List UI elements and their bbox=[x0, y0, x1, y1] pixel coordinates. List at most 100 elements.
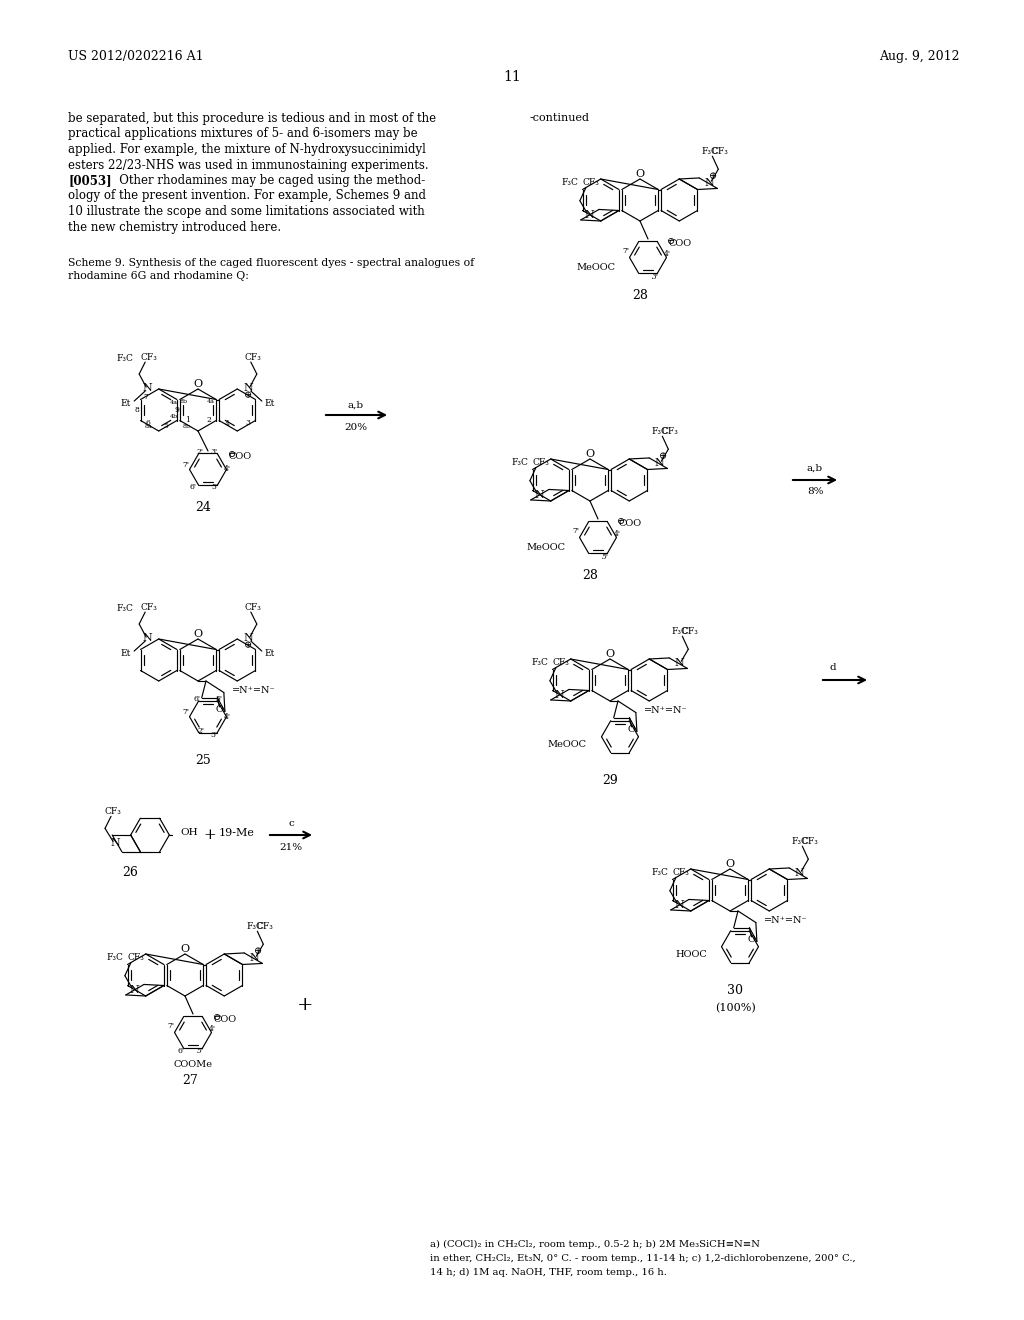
Text: a,b: a,b bbox=[348, 400, 365, 409]
Text: ⊕: ⊕ bbox=[254, 948, 262, 957]
Text: O: O bbox=[180, 944, 189, 954]
Text: O: O bbox=[215, 705, 223, 714]
Text: O: O bbox=[194, 379, 203, 389]
Text: 5: 5 bbox=[164, 422, 169, 430]
Text: ⊖: ⊖ bbox=[617, 517, 626, 527]
Text: N: N bbox=[129, 985, 138, 995]
Text: CF₃: CF₃ bbox=[140, 602, 158, 611]
Text: O: O bbox=[636, 169, 644, 180]
Text: 2': 2' bbox=[198, 727, 204, 735]
Text: Et: Et bbox=[265, 648, 275, 657]
Text: O: O bbox=[194, 630, 203, 639]
Text: MeOOC: MeOOC bbox=[526, 544, 565, 553]
Text: 8a: 8a bbox=[144, 424, 153, 429]
Text: Et: Et bbox=[265, 399, 275, 408]
Text: 7': 7' bbox=[572, 527, 580, 535]
Text: ⊖: ⊖ bbox=[667, 238, 675, 247]
Text: [0053]: [0053] bbox=[68, 174, 112, 187]
Text: 27: 27 bbox=[182, 1074, 198, 1088]
Text: ⊖: ⊖ bbox=[213, 1014, 221, 1022]
Text: Scheme 9. Synthesis of the caged fluorescent dyes - spectral analogues of: Scheme 9. Synthesis of the caged fluores… bbox=[68, 257, 474, 268]
Text: N: N bbox=[654, 458, 665, 469]
Text: 9: 9 bbox=[174, 407, 179, 414]
Text: 14 h; d) 1M aq. NaOH, THF, room temp., 16 h.: 14 h; d) 1M aq. NaOH, THF, room temp., 1… bbox=[430, 1269, 667, 1278]
Text: ology of the present invention. For example, Schemes 9 and: ology of the present invention. For exam… bbox=[68, 190, 426, 202]
Text: Other rhodamines may be caged using the method-: Other rhodamines may be caged using the … bbox=[108, 174, 425, 187]
Text: O: O bbox=[628, 725, 635, 734]
Text: a) (COCl)₂ in CH₂Cl₂, room temp., 0.5-2 h; b) 2M Me₃SiCH≡N≡N: a) (COCl)₂ in CH₂Cl₂, room temp., 0.5-2 … bbox=[430, 1239, 760, 1249]
Text: =N⁺=N⁻: =N⁺=N⁻ bbox=[231, 686, 275, 696]
Text: 28: 28 bbox=[582, 569, 598, 582]
Text: 25: 25 bbox=[196, 754, 211, 767]
Text: F₃C: F₃C bbox=[651, 869, 668, 878]
Text: 4': 4' bbox=[223, 713, 230, 721]
Text: MeOOC: MeOOC bbox=[577, 264, 615, 272]
Text: +: + bbox=[297, 997, 313, 1014]
Text: CF₃: CF₃ bbox=[257, 921, 273, 931]
Text: 29: 29 bbox=[602, 775, 617, 787]
Text: CF₃: CF₃ bbox=[140, 352, 158, 362]
Text: US 2012/0202216 A1: US 2012/0202216 A1 bbox=[68, 50, 204, 63]
Text: 6': 6' bbox=[194, 694, 201, 702]
Text: N: N bbox=[705, 178, 714, 189]
Text: CF₃: CF₃ bbox=[583, 178, 599, 187]
Text: F₃C: F₃C bbox=[701, 147, 719, 156]
Text: 7': 7' bbox=[168, 1022, 174, 1030]
Text: 5': 5' bbox=[212, 483, 219, 491]
Text: Et: Et bbox=[121, 648, 131, 657]
Text: CF₃: CF₃ bbox=[245, 602, 261, 611]
Text: COO: COO bbox=[214, 1015, 238, 1024]
Text: O: O bbox=[725, 859, 734, 869]
Text: applied. For example, the mixture of N-hydroxysuccinimidyl: applied. For example, the mixture of N-h… bbox=[68, 143, 426, 156]
Text: ⊕: ⊕ bbox=[710, 173, 718, 182]
Text: COO: COO bbox=[229, 453, 252, 462]
Text: HOOC: HOOC bbox=[676, 949, 708, 958]
Text: 26: 26 bbox=[122, 866, 138, 879]
Text: N: N bbox=[111, 838, 120, 849]
Text: MeOOC: MeOOC bbox=[548, 739, 587, 748]
Text: 6': 6' bbox=[189, 483, 197, 491]
Text: CF₃: CF₃ bbox=[104, 807, 122, 816]
Text: 4a: 4a bbox=[207, 399, 215, 404]
Text: =N⁺=N⁻: =N⁺=N⁻ bbox=[764, 916, 808, 925]
Text: ⊖: ⊖ bbox=[228, 450, 237, 459]
Text: 11: 11 bbox=[503, 70, 521, 84]
Text: 21%: 21% bbox=[280, 842, 302, 851]
Text: 4': 4' bbox=[209, 1026, 215, 1034]
Text: COO: COO bbox=[669, 239, 692, 248]
Text: 6: 6 bbox=[145, 418, 151, 426]
Text: 2': 2' bbox=[197, 447, 203, 455]
Text: F₃C: F₃C bbox=[531, 659, 548, 667]
Text: 3': 3' bbox=[652, 273, 658, 281]
Text: Et: Et bbox=[121, 399, 131, 408]
Text: N: N bbox=[250, 953, 259, 964]
Text: 30: 30 bbox=[727, 985, 743, 998]
Text: ⊕: ⊕ bbox=[244, 391, 252, 400]
Text: COOMe: COOMe bbox=[173, 1060, 213, 1069]
Text: CF₃: CF₃ bbox=[673, 869, 689, 878]
Text: 4b: 4b bbox=[169, 413, 177, 418]
Text: the new chemistry introduced here.: the new chemistry introduced here. bbox=[68, 220, 282, 234]
Text: practical applications mixtures of 5- and 6-isomers may be: practical applications mixtures of 5- an… bbox=[68, 128, 418, 140]
Text: F₃C: F₃C bbox=[672, 627, 689, 636]
Text: O: O bbox=[748, 936, 756, 944]
Text: 7': 7' bbox=[182, 461, 189, 470]
Text: F₃C: F₃C bbox=[117, 603, 133, 612]
Text: 8%: 8% bbox=[807, 487, 823, 496]
Text: 24: 24 bbox=[195, 500, 211, 513]
Text: 4a: 4a bbox=[170, 400, 177, 405]
Text: Aug. 9, 2012: Aug. 9, 2012 bbox=[880, 50, 961, 63]
Text: N: N bbox=[554, 689, 564, 700]
Text: 19-Me: 19-Me bbox=[219, 828, 255, 838]
Text: F₃C: F₃C bbox=[561, 178, 578, 187]
Text: CF₃: CF₃ bbox=[245, 352, 261, 362]
Text: F₃C: F₃C bbox=[792, 837, 809, 846]
Text: N: N bbox=[534, 490, 544, 500]
Text: COO: COO bbox=[618, 519, 642, 528]
Text: N: N bbox=[142, 383, 152, 393]
Text: N: N bbox=[584, 210, 594, 219]
Text: 3': 3' bbox=[211, 730, 218, 739]
Text: CF₃: CF₃ bbox=[712, 147, 729, 156]
Text: in ether, CH₂Cl₂, Et₃N, 0° C. - room temp., 11-14 h; c) 1,2-dichlorobenzene, 200: in ether, CH₂Cl₂, Et₃N, 0° C. - room tem… bbox=[430, 1254, 856, 1263]
Text: N: N bbox=[244, 634, 254, 643]
